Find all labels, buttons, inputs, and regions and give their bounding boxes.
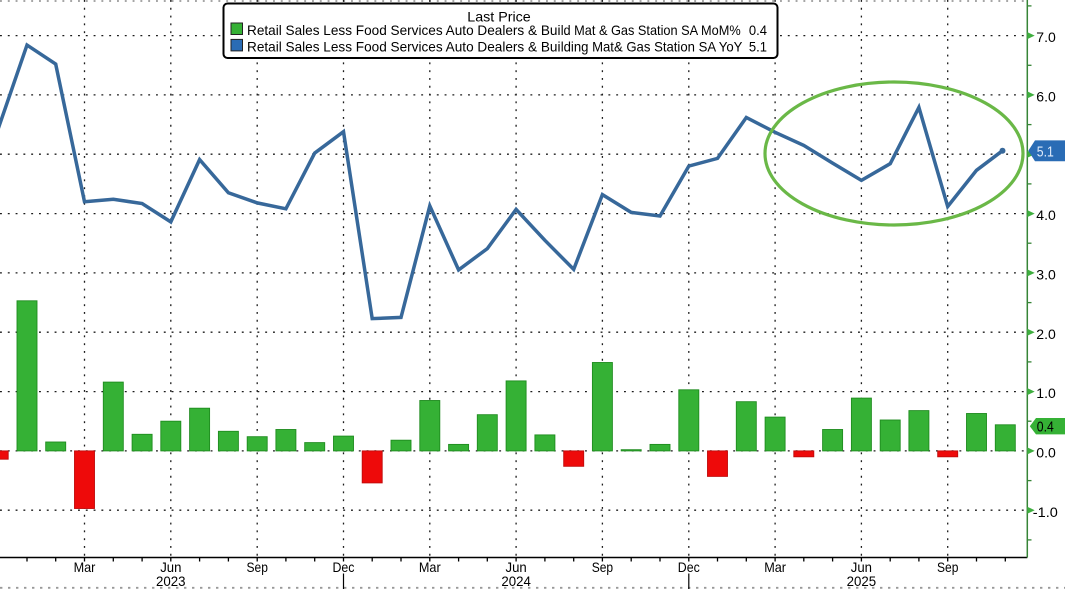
svg-text:Jun: Jun	[160, 560, 181, 575]
svg-text:Mar: Mar	[419, 560, 441, 575]
svg-text:6.0: 6.0	[1036, 90, 1056, 105]
svg-text:Sep: Sep	[937, 560, 958, 575]
svg-text:4.0: 4.0	[1036, 208, 1056, 223]
svg-text:2023: 2023	[156, 574, 186, 589]
svg-text:2025: 2025	[847, 574, 877, 589]
svg-text:1.0: 1.0	[1036, 386, 1056, 401]
svg-text:lding Mat& Gas Station SA YoY: lding Mat& Gas Station SA YoY	[561, 39, 743, 54]
svg-text:Jun: Jun	[506, 560, 527, 575]
svg-text:Mar: Mar	[764, 560, 786, 575]
svg-text:0.4: 0.4	[749, 23, 767, 38]
svg-text:2024: 2024	[501, 574, 531, 589]
svg-text:7.0: 7.0	[1036, 30, 1056, 45]
svg-text:2.0: 2.0	[1036, 327, 1056, 342]
svg-text:Jun: Jun	[851, 560, 872, 575]
svg-text:Dec: Dec	[333, 560, 355, 575]
svg-text:3.0: 3.0	[1036, 268, 1056, 283]
svg-text:Retail Sales Less Food Service: Retail Sales Less Food Services Auto Dea…	[247, 39, 561, 54]
svg-text:5.1: 5.1	[749, 39, 767, 54]
svg-text:0.0: 0.0	[1036, 446, 1056, 461]
svg-text:Dec: Dec	[678, 560, 700, 575]
svg-text:Mar: Mar	[74, 560, 96, 575]
svg-text:Retail Sales Less Food Service: Retail Sales Less Food Services Auto Dea…	[247, 23, 561, 38]
svg-text:ld Mat & Gas Station SA MoM%: ld Mat & Gas Station SA MoM%	[561, 23, 741, 38]
svg-text:Last Price: Last Price	[467, 10, 531, 25]
svg-text:Sep: Sep	[592, 560, 613, 575]
svg-text:5.1: 5.1	[1037, 144, 1054, 161]
svg-text:0.4: 0.4	[1037, 418, 1054, 435]
svg-text:-1.0: -1.0	[1033, 505, 1058, 520]
svg-text:Sep: Sep	[247, 560, 268, 575]
